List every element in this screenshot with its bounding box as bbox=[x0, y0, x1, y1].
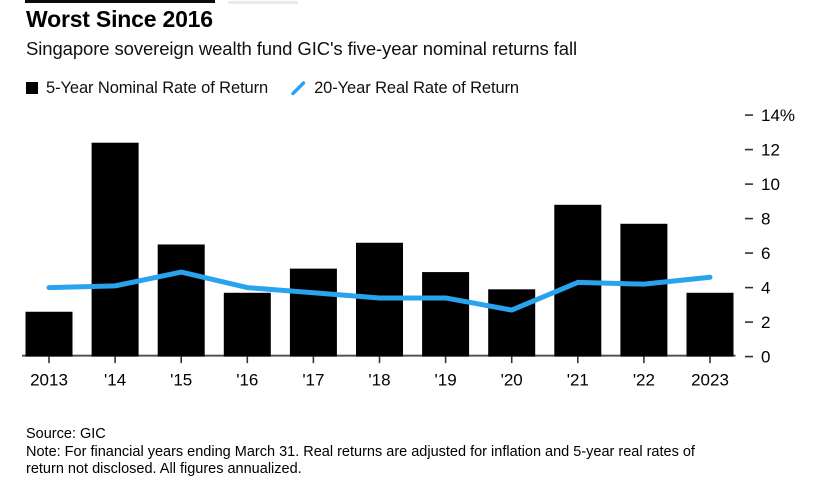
x-tick-label-'20: '20 bbox=[501, 371, 523, 390]
bar-'20 bbox=[488, 289, 536, 357]
y-tick-label-10: 10 bbox=[761, 175, 780, 194]
source-text: Source: GIC bbox=[26, 426, 106, 442]
bar-2013 bbox=[25, 311, 73, 357]
y-tick-label-0: 0 bbox=[761, 348, 770, 367]
y-tick-label-12: 12 bbox=[761, 141, 780, 160]
top-crop-artifact-faint bbox=[228, 1, 298, 4]
bar-'19 bbox=[422, 272, 470, 357]
x-tick-label-2013: 2013 bbox=[30, 371, 68, 390]
chart-title: Worst Since 2016 bbox=[26, 6, 213, 32]
chart-subtitle: Singapore sovereign wealth fund GIC's fi… bbox=[26, 38, 577, 59]
bar-swatch-icon bbox=[26, 82, 38, 94]
x-tick-label-'22: '22 bbox=[633, 371, 655, 390]
top-crop-artifact bbox=[25, 0, 215, 3]
legend-label-nominal: 5-Year Nominal Rate of Return bbox=[46, 78, 269, 97]
x-tick-label-'21: '21 bbox=[567, 371, 589, 390]
bar-2023 bbox=[686, 292, 734, 357]
real-return-line bbox=[46, 269, 713, 313]
y-tick-label-4: 4 bbox=[761, 279, 770, 298]
bar-'16 bbox=[223, 292, 271, 357]
line-swatch-icon bbox=[291, 80, 306, 95]
y-tick-label-14: 14% bbox=[761, 106, 795, 125]
y-tick-label-6: 6 bbox=[761, 244, 770, 263]
bar-'17 bbox=[289, 268, 337, 357]
x-tick-label-'15: '15 bbox=[170, 371, 192, 390]
legend-item-real: 20-Year Real Rate of Return bbox=[290, 79, 519, 98]
legend: 5-Year Nominal Rate of Return 20-Year Re… bbox=[26, 78, 519, 98]
bar-'14 bbox=[91, 142, 139, 357]
y-tick-label-8: 8 bbox=[761, 210, 770, 229]
x-tick-label-'14: '14 bbox=[104, 371, 126, 390]
bar-'22 bbox=[620, 223, 668, 357]
y-tick-label-2: 2 bbox=[761, 313, 770, 332]
x-tick-label-'16: '16 bbox=[236, 371, 258, 390]
x-tick-label-'17: '17 bbox=[302, 371, 324, 390]
x-tick-label-'19: '19 bbox=[435, 371, 457, 390]
legend-item-nominal: 5-Year Nominal Rate of Return bbox=[26, 79, 268, 98]
footer: Source: GIC Note: For financial years en… bbox=[26, 426, 718, 479]
note-text: Note: For financial years ending March 3… bbox=[26, 443, 695, 478]
chart: 0 2 4 6 8 10 12 14% 2013 '14 '15 '16 '17 '18 '19 '20 '21… bbox=[22, 106, 795, 390]
bar-'15 bbox=[157, 244, 205, 357]
x-tick-label-'18: '18 bbox=[368, 371, 390, 390]
legend-label-real: 20-Year Real Rate of Return bbox=[314, 78, 520, 97]
x-tick-label-2023: 2023 bbox=[691, 371, 729, 390]
